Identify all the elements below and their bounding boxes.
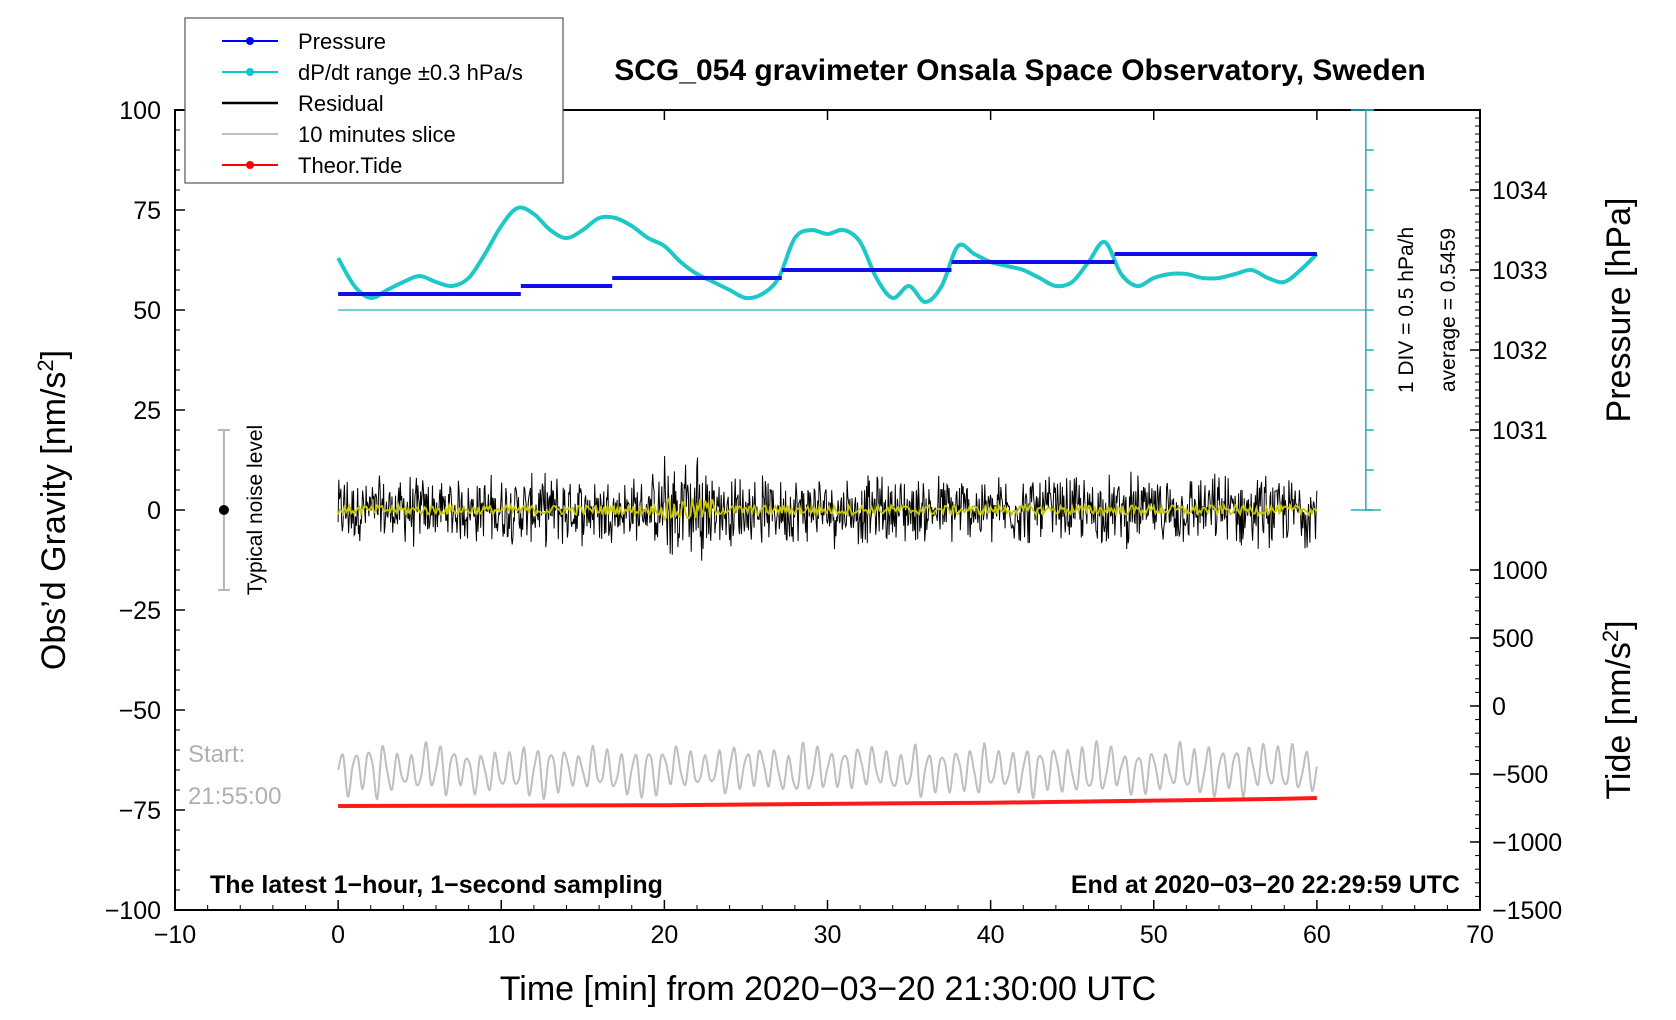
- y-tick-label: 75: [133, 197, 161, 225]
- legend-swatch-marker: [246, 37, 254, 45]
- y-tick-label: −50: [119, 697, 161, 725]
- noise-level-label: Typical noise level: [244, 425, 267, 595]
- legend-box: [184, 17, 564, 184]
- scale-note: 1 DIV = 0.5 hPa/h: [1395, 227, 1418, 393]
- pressure-tick-label: 1033: [1492, 257, 1548, 285]
- x-tick-label: 60: [1303, 921, 1331, 949]
- legend-swatch-marker: [246, 68, 254, 76]
- residual-line: [337, 455, 1318, 561]
- legend-label: dP/dt range ±0.3 hPa/s: [298, 60, 523, 85]
- tide-line: [338, 796, 1317, 808]
- legend-label: Theor.Tide: [298, 153, 402, 178]
- y-tick-label: 50: [133, 297, 161, 325]
- y-tick-label: −75: [119, 797, 161, 825]
- tide-axis-label: Tide [nm/s2]: [1598, 620, 1638, 799]
- legend-label: 10 minutes slice: [298, 122, 456, 147]
- tide-tick-label: −1500: [1492, 897, 1562, 925]
- tide-tick-label: 1000: [1492, 557, 1548, 585]
- y-tick-label: 25: [133, 397, 161, 425]
- x-tick-label: 10: [487, 921, 515, 949]
- average-note: average = 0.5459: [1437, 228, 1460, 392]
- tide-tick-label: 0: [1492, 693, 1506, 721]
- dpdt-curve: [336, 205, 1319, 305]
- tide-tick-label: 500: [1492, 625, 1534, 653]
- x-axis-label: Time [min] from 2020−03−20 21:30:00 UTC: [500, 970, 1156, 1008]
- start-label: Start:: [188, 741, 245, 768]
- start-time: 21:55:00: [188, 783, 281, 810]
- pressure-tick-label: 1031: [1492, 417, 1548, 445]
- pressure-axis-ticks: 1034 1033 1032 1031: [1470, 109, 1548, 511]
- legend-swatch-marker: [246, 161, 254, 169]
- x-tick-label: 30: [814, 921, 842, 949]
- legend: Pressure dP/dt range ±0.3 hPa/s Residual 10…: [222, 29, 523, 178]
- tide-tick-label: −1000: [1492, 829, 1562, 857]
- y-tick-label: −25: [119, 597, 161, 625]
- x-tick-label: 20: [650, 921, 678, 949]
- y-tick-label: 0: [147, 497, 161, 525]
- x-tick-label: 0: [331, 921, 345, 949]
- series-layer: [336, 205, 1366, 808]
- tide-tick-label: −500: [1492, 761, 1548, 789]
- pressure-tick-label: 1032: [1492, 337, 1548, 365]
- noise-level-indicator: [217, 429, 230, 591]
- y-tick-label: −100: [105, 897, 161, 925]
- residual-smoothed: [337, 494, 1318, 522]
- chart-title: SCG_054 gravimeter Onsala Space Observat…: [614, 54, 1426, 87]
- tide-axis-ticks: 1000 500 0 −500 −1000 −1500: [1470, 557, 1562, 925]
- y-axis-ticks: 100 75 50 25 0 −25 −50 −75 −100: [105, 97, 185, 925]
- bottom-right-note: End at 2020−03−20 22:29:59 UTC: [1071, 871, 1460, 899]
- noise-center-dot: [218, 505, 229, 515]
- y-tick-label: 100: [119, 97, 161, 125]
- x-tick-label: 40: [977, 921, 1005, 949]
- x-tick-label: 50: [1140, 921, 1168, 949]
- x-tick-label: −10: [154, 921, 196, 949]
- legend-label: Pressure: [298, 29, 386, 54]
- pressure-tick-label: 1034: [1492, 177, 1548, 205]
- bottom-left-note: The latest 1−hour, 1−second sampling: [210, 871, 663, 899]
- slice-line: [337, 740, 1318, 801]
- legend-label: Residual: [298, 91, 384, 116]
- pressure-axis-label: Pressure [hPa]: [1600, 198, 1638, 423]
- x-tick-label: 70: [1466, 921, 1494, 949]
- y-axis-label: Obs’d Gravity [nm/s2]: [33, 350, 73, 670]
- x-axis-ticks: −10 0 10 20 30 40 50 60 70: [154, 110, 1494, 949]
